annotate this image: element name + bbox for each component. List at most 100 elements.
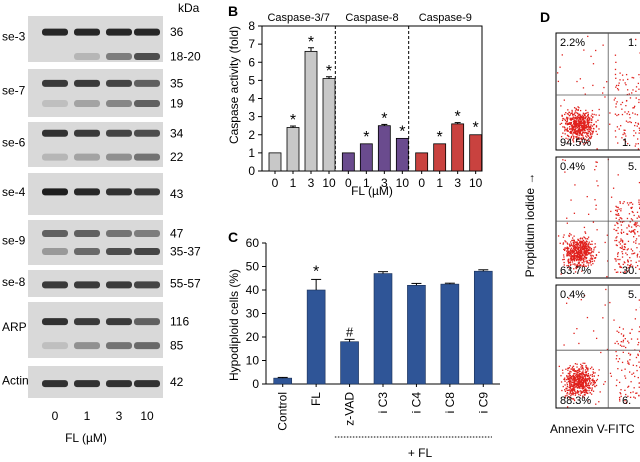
kda-size-label: 85 [170,339,184,353]
event-dot [618,128,620,130]
event-dot [604,241,606,244]
event-dot [579,115,582,118]
event-dot [583,113,585,115]
event-dot [565,368,567,370]
event-dot [630,260,632,262]
event-dot [623,132,625,134]
event-dot [617,206,619,209]
event-dot [575,133,578,135]
event-dot [581,254,583,256]
event-dot [579,382,581,385]
event-dot [572,248,574,251]
event-dot [578,122,580,125]
significance-star: * [381,110,387,127]
event-dot [581,382,583,384]
event-dot [585,257,588,260]
event-dot [638,216,640,218]
event-dot [585,390,587,393]
event-dot [586,126,588,128]
event-dot [565,137,567,140]
event-dot [621,256,624,258]
event-dot [596,161,598,164]
event-dot [577,387,579,389]
event-dot [594,381,596,384]
event-dot [571,258,574,260]
event-dot [591,113,593,115]
event-dot [569,121,571,124]
event-dot [583,127,585,130]
event-dot [576,328,578,330]
event-dot [574,263,576,265]
event-dot [628,352,630,354]
event-dot [636,369,638,372]
event-dot [585,252,587,254]
event-dot [628,224,630,226]
event-dot [635,356,638,359]
event-dot [581,257,583,259]
event-dot [588,121,590,123]
event-dot [572,388,575,390]
event-dot [571,131,573,133]
event-dot [569,391,571,393]
event-dot [619,217,621,219]
event-dot [583,122,585,124]
event-dot [616,206,618,208]
event-dot [564,133,566,135]
event-dot [591,387,593,389]
event-dot [577,109,579,111]
event-dot [631,219,634,221]
event-dot [580,137,582,140]
event-dot [581,116,584,119]
panel-c-hypodiploid-chart: C Hypodiploid cells (%) + FL 01020304050… [227,229,500,460]
quadrant-percent: 0.4% [560,289,585,301]
event-dot [585,135,587,137]
event-dot [563,256,565,258]
event-dot [588,243,590,245]
event-dot [579,386,581,388]
event-dot [583,252,585,255]
event-dot [638,207,640,210]
event-dot [591,258,594,260]
event-dot [633,231,635,233]
event-dot [574,388,576,390]
event-dot [575,373,577,375]
event-dot [573,235,575,237]
event-dot [569,232,571,235]
event-dot [592,84,594,87]
event-dot [563,264,565,266]
event-dot [571,389,574,392]
event-dot [574,377,577,379]
event-dot [629,221,631,223]
event-dot [562,243,564,245]
event-dot [564,119,567,122]
bar [373,273,393,385]
event-dot [567,135,569,137]
event-dot [582,245,584,247]
event-dot [562,385,564,388]
event-dot [574,248,577,250]
event-dot [566,128,568,130]
event-dot [574,125,576,127]
event-dot [587,135,590,137]
event-dot [570,385,572,387]
event-dot [582,383,584,385]
event-dot [595,208,597,210]
event-dot [566,265,568,267]
event-dot [580,255,583,258]
event-dot [606,234,609,236]
kda-size-label: 35-37 [170,245,201,259]
event-dot [569,370,571,373]
event-dot [572,374,574,377]
event-dot [588,245,590,247]
event-dot [635,86,638,88]
event-dot [617,232,619,235]
event-dot [566,253,568,255]
event-dot [632,229,635,232]
event-dot [598,251,600,254]
event-dot [631,265,634,267]
event-dot [573,256,575,259]
event-dot [604,381,606,383]
event-dot [568,377,571,379]
event-dot [587,236,590,238]
event-dot [567,138,569,140]
